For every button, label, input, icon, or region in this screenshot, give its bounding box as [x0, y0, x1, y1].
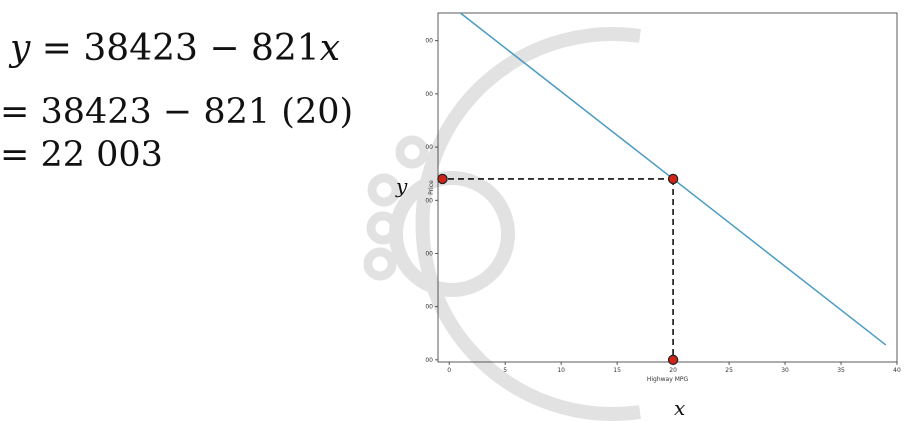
- equation-line-2: = 38423 − 821 (20): [0, 92, 354, 132]
- equation-line-1: y = 38423 − 821x: [10, 28, 340, 69]
- y-tick-label: 10000: [425, 304, 433, 311]
- x-axis-label: Highway MPG: [647, 376, 689, 383]
- data-point-marker: [437, 173, 448, 185]
- x-tick-label: 25: [725, 367, 733, 374]
- data-point-marker: [667, 173, 679, 185]
- x-tick-label: 0: [447, 367, 451, 374]
- y-axis-symbol: y: [396, 174, 408, 198]
- y-tick-label: 35000: [425, 38, 433, 45]
- y-axis-label: Price: [428, 180, 435, 195]
- y-tick-label: 15000: [425, 250, 433, 257]
- x-tick-label: 20: [669, 367, 677, 374]
- y-tick-label: 25000: [425, 144, 433, 151]
- x-tick-label: 30: [781, 367, 789, 374]
- x-tick-label: 15: [613, 367, 621, 374]
- data-point-marker: [667, 354, 679, 366]
- plot-frame: [437, 12, 898, 363]
- x-tick-label: 5: [503, 367, 507, 374]
- x-tick-label: 35: [837, 367, 845, 374]
- y-tick-label: 30000: [425, 91, 433, 98]
- x-tick-label: 40: [893, 367, 901, 374]
- y-tick-label: 5000: [425, 357, 433, 364]
- equation-line-3: = 22 003: [0, 135, 163, 175]
- x-axis-symbol: x: [674, 396, 686, 420]
- price-vs-mpg-chart: 0 5 10 15 20 25 30 35 40 5000 10000 15000 20000 25000…: [425, 12, 901, 383]
- y-tick-label: 20000: [425, 197, 433, 204]
- x-tick-label: 10: [557, 367, 565, 374]
